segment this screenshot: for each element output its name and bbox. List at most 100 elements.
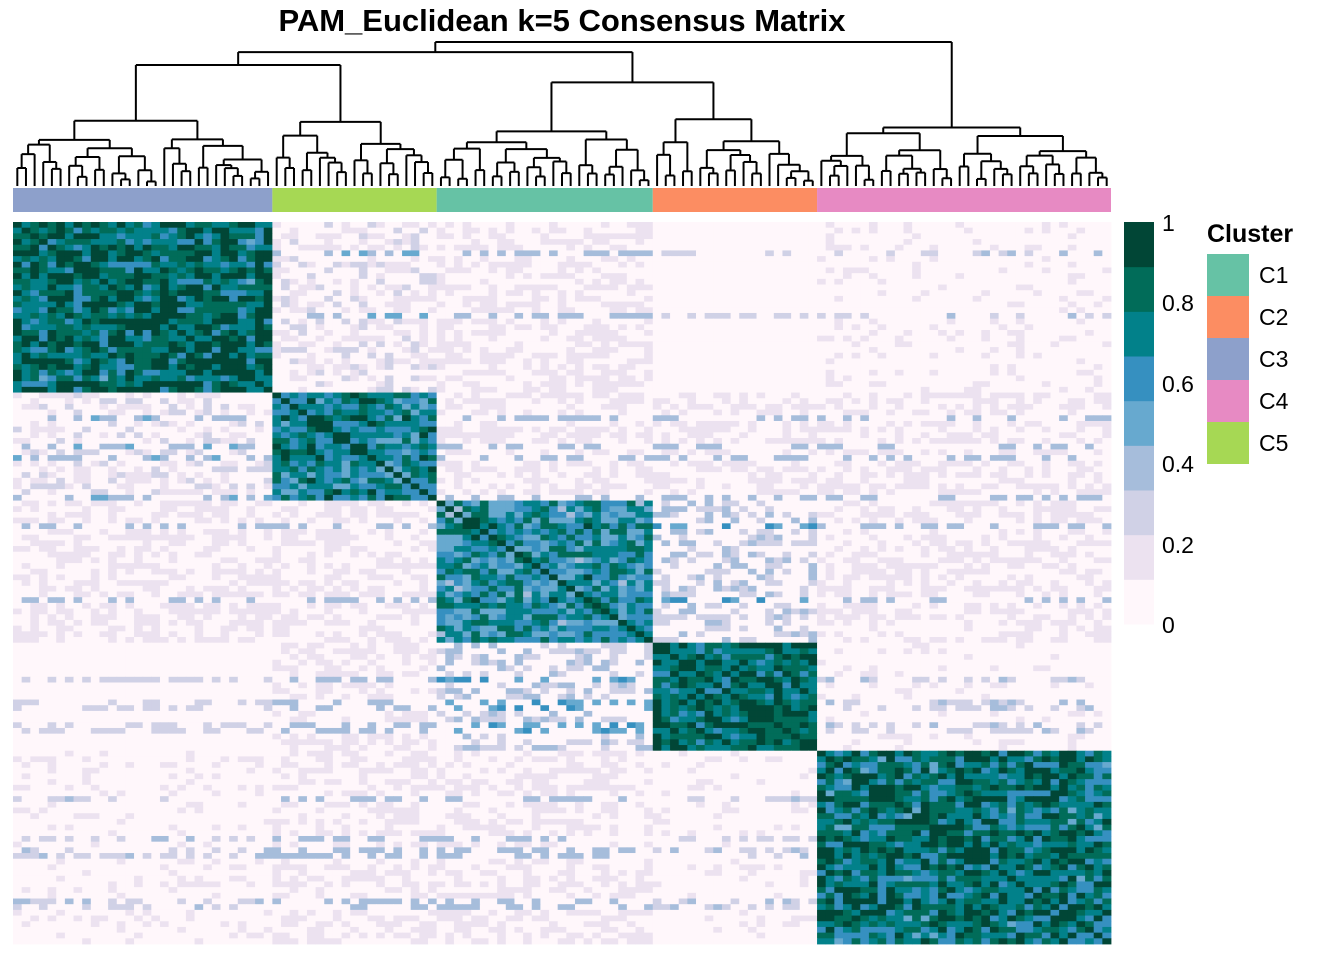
heatmap-cell: [851, 392, 861, 399]
heatmap-cell: [609, 392, 619, 399]
heatmap-cell: [721, 250, 731, 257]
heatmap-cell: [82, 352, 92, 359]
heatmap-cell: [523, 386, 533, 393]
heatmap-cell: [203, 347, 213, 354]
heatmap-cell: [912, 438, 922, 445]
heatmap-cell: [1050, 318, 1060, 325]
heatmap-cell: [445, 438, 455, 445]
heatmap-cell: [30, 358, 40, 365]
heatmap-cell: [1041, 261, 1051, 268]
heatmap-cell: [791, 438, 801, 445]
heatmap-cell: [739, 250, 749, 257]
heatmap-cell: [903, 358, 913, 365]
heatmap-cell: [912, 432, 922, 439]
heatmap-cell: [1050, 301, 1060, 308]
heatmap-cell: [306, 250, 316, 257]
heatmap-cell: [540, 301, 550, 308]
heatmap-cell: [393, 261, 403, 268]
heatmap-cell: [981, 301, 991, 308]
heatmap-cell: [730, 284, 740, 291]
heatmap-cell: [981, 233, 991, 240]
heatmap-cell: [21, 307, 31, 314]
heatmap-cell: [272, 227, 282, 234]
heatmap-cell: [471, 364, 481, 371]
heatmap-cell: [168, 244, 178, 251]
heatmap-cell: [1067, 324, 1077, 331]
heatmap-cell: [626, 381, 636, 388]
heatmap-cell: [315, 290, 325, 297]
heatmap-cell: [972, 438, 982, 445]
heatmap-cell: [739, 290, 749, 297]
heatmap-cell: [324, 318, 334, 325]
heatmap-cell: [427, 244, 438, 251]
heatmap-cell: [730, 312, 740, 320]
heatmap-cell: [618, 398, 628, 405]
heatmap-cell: [981, 239, 991, 246]
heatmap-cell: [721, 284, 731, 291]
heatmap-cell: [531, 403, 541, 411]
heatmap-cell: [1041, 438, 1051, 445]
heatmap-cell: [289, 250, 299, 257]
heatmap-cell: [289, 267, 299, 274]
heatmap-cell: [64, 267, 74, 274]
heatmap-cell: [557, 352, 567, 359]
heatmap-cell: [886, 290, 896, 297]
heatmap-cell: [868, 222, 878, 229]
heatmap-cell: [419, 364, 429, 371]
heatmap-cell: [765, 290, 775, 297]
heatmap-cell: [600, 369, 610, 376]
heatmap-cell: [289, 415, 299, 422]
heatmap-cell: [1015, 347, 1025, 354]
heatmap-cell: [1015, 295, 1025, 302]
heatmap-cell: [782, 278, 792, 285]
heatmap-cell: [721, 222, 731, 229]
heatmap-cell: [808, 307, 818, 314]
heatmap-cell: [246, 330, 256, 337]
heatmap-cell: [306, 239, 316, 246]
heatmap-cell: [211, 347, 221, 354]
heatmap-cell: [592, 358, 602, 365]
heatmap-cell: [324, 426, 334, 433]
heatmap-cell: [868, 432, 878, 439]
heatmap-cell: [566, 250, 576, 257]
heatmap-cell: [427, 432, 438, 439]
heatmap-cell: [1041, 330, 1051, 337]
heatmap-cell: [721, 307, 731, 314]
heatmap-cell: [929, 261, 939, 268]
heatmap-cell: [661, 415, 671, 422]
heatmap-cell: [1076, 358, 1086, 365]
heatmap-cell: [298, 409, 308, 416]
heatmap-cell: [514, 290, 524, 297]
heatmap-cell: [817, 358, 827, 365]
heatmap-cell: [332, 420, 342, 428]
heatmap-cell: [341, 267, 351, 274]
heatmap-cell: [13, 312, 23, 320]
heatmap-cell: [90, 295, 100, 302]
heatmap-cell: [358, 386, 368, 393]
heatmap-cell: [194, 347, 204, 354]
heatmap-cell: [782, 398, 792, 405]
heatmap-cell: [99, 250, 109, 257]
heatmap-cell: [782, 369, 792, 376]
heatmap-cell: [289, 278, 299, 285]
heatmap-cell: [791, 426, 801, 433]
heatmap-cell: [955, 369, 965, 376]
heatmap-cell: [955, 403, 965, 411]
heatmap-cell: [687, 261, 697, 268]
heatmap-cell: [583, 364, 593, 371]
heatmap-cell: [281, 415, 291, 422]
heatmap-cell: [747, 233, 757, 240]
heatmap-cell: [246, 324, 256, 331]
heatmap-cell: [730, 381, 740, 388]
heatmap-cell: [479, 278, 489, 285]
heatmap-cell: [272, 415, 282, 422]
heatmap-cell: [981, 409, 991, 416]
heatmap-cell: [998, 295, 1008, 302]
heatmap-cell: [791, 278, 801, 285]
heatmap-cell: [471, 438, 481, 445]
heatmap-cell: [592, 284, 602, 291]
heatmap-cell: [125, 409, 135, 416]
heatmap-cell: [592, 273, 602, 280]
heatmap-cell: [920, 375, 930, 382]
